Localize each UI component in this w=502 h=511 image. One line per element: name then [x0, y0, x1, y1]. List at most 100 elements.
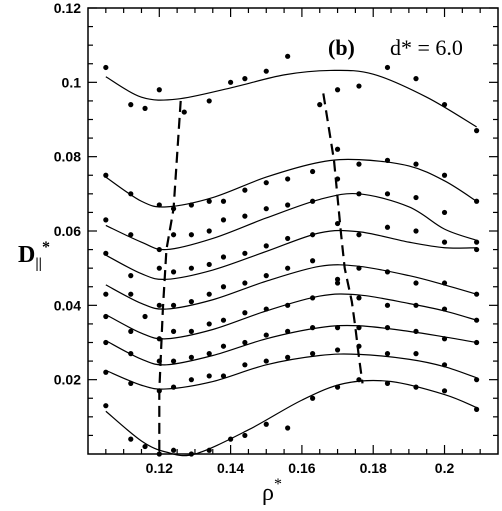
data-point	[128, 102, 134, 108]
data-point	[220, 343, 227, 349]
fit-curve	[105, 353, 477, 390]
series-9	[103, 377, 480, 457]
plot-frame	[87, 7, 499, 455]
data-point	[384, 157, 391, 163]
data-point	[413, 194, 419, 201]
data-point	[103, 217, 109, 223]
series-6	[103, 280, 480, 342]
data-point	[413, 384, 419, 390]
fit-curve	[105, 379, 477, 457]
fit-curve	[105, 69, 477, 128]
data-point	[356, 191, 362, 197]
data-point	[285, 328, 291, 334]
fit-curve	[105, 192, 477, 251]
data-point	[310, 351, 316, 357]
data-point	[242, 187, 248, 193]
data-point	[170, 447, 177, 453]
fit-curve	[105, 264, 477, 310]
data-point	[413, 351, 419, 357]
data-point	[413, 302, 419, 308]
data-point	[310, 295, 316, 301]
data-point	[356, 295, 362, 301]
data-point	[334, 384, 341, 390]
data-point	[334, 325, 341, 331]
data-point	[206, 321, 212, 327]
data-point	[170, 384, 177, 390]
data-point	[263, 421, 269, 427]
data-point	[384, 325, 391, 331]
data-point	[263, 206, 269, 212]
data-point	[474, 377, 480, 383]
x-tick-label: 0.2	[435, 460, 455, 476]
data-point	[128, 380, 134, 386]
data-point	[170, 232, 177, 238]
x-tick-label: 0.12	[146, 460, 173, 476]
data-point	[188, 354, 194, 360]
plot-area	[103, 53, 480, 457]
data-point	[103, 369, 109, 375]
data-point	[242, 280, 248, 286]
data-point	[474, 339, 480, 346]
data-point	[128, 291, 134, 297]
data-point	[474, 246, 480, 253]
data-point	[384, 224, 391, 230]
data-point	[474, 198, 480, 204]
fit-curve	[105, 229, 477, 281]
data-point	[384, 269, 391, 275]
data-point	[103, 313, 109, 320]
data-point	[413, 228, 419, 234]
data-point	[384, 64, 391, 71]
data-point	[263, 68, 269, 74]
data-point	[413, 76, 419, 82]
data-point	[334, 146, 341, 152]
data-point	[142, 443, 148, 450]
data-point	[474, 239, 480, 245]
data-point	[181, 109, 187, 115]
data-point	[263, 306, 269, 312]
data-point	[156, 265, 162, 271]
data-point	[103, 64, 109, 71]
data-point	[334, 87, 341, 93]
series-8	[103, 343, 480, 394]
data-point	[156, 202, 162, 208]
data-point	[188, 265, 194, 271]
data-point	[310, 198, 316, 204]
data-point	[206, 447, 212, 453]
data-point	[128, 328, 134, 334]
data-point	[263, 180, 269, 186]
y-tick-label: 0.04	[54, 297, 81, 313]
data-point	[188, 202, 194, 208]
data-point	[413, 161, 419, 167]
parameter-annotation: d* = 6.0	[390, 35, 463, 60]
data-point	[285, 176, 291, 182]
data-point	[206, 228, 212, 234]
data-point	[413, 328, 419, 334]
data-point	[474, 128, 480, 134]
dashed-boundary-line-1	[158, 100, 182, 454]
data-point	[220, 198, 227, 204]
data-point	[128, 351, 134, 357]
data-point	[206, 291, 212, 297]
data-point	[310, 258, 316, 264]
data-point	[188, 377, 194, 383]
fit-curve	[105, 158, 477, 208]
data-point	[206, 98, 212, 104]
panel-label: (b)	[328, 35, 355, 60]
x-tick-label: 0.18	[360, 460, 387, 476]
data-point	[206, 351, 212, 357]
data-point	[142, 313, 148, 320]
data-point	[142, 105, 148, 111]
data-point	[334, 280, 341, 286]
data-point	[285, 202, 291, 208]
data-point	[206, 198, 212, 204]
data-point	[441, 362, 448, 368]
x-tick-label: 0.16	[288, 460, 315, 476]
data-point	[263, 358, 269, 364]
data-point	[156, 246, 162, 253]
data-point	[156, 87, 162, 93]
y-tick-label: 0.02	[54, 372, 81, 388]
x-tick-label: 0.14	[217, 460, 244, 476]
y-tick-label: 0.08	[54, 149, 81, 165]
data-point	[356, 265, 362, 271]
